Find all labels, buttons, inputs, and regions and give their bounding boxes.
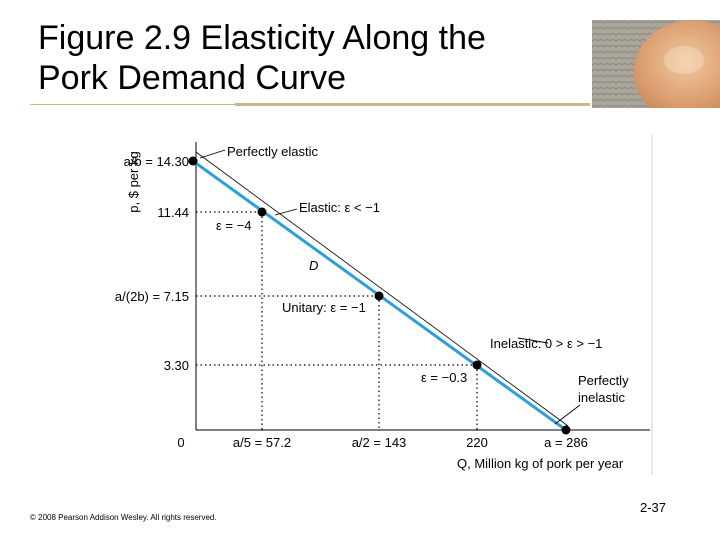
y-axis-label: p, $ per kg [126,151,141,212]
label-perfectly-inelastic-1: Perfectly [578,373,629,388]
label-perfectly-inelastic-2: inelastic [578,390,625,405]
x-tick-label: a/2 = 143 [352,435,407,450]
label-elastic: Elastic: ε < −1 [299,200,380,215]
title-line-2: Pork Demand Curve [38,59,347,97]
leader-perfectly-elastic [199,149,226,159]
x-axis-label: Q, Million kg of pork per year [457,456,624,471]
leader-elastic [274,208,298,216]
slide-number: 2-37 [640,500,667,515]
y-tick-label: 3.30 [164,358,189,373]
y-tick-label: a/b = 14.30 [124,154,189,169]
label-point-inelastic: ε = −0.3 [421,370,467,385]
point-elastic [257,207,267,217]
decorative-rock-image [592,20,720,108]
slide-title: Figure 2.9 Elasticity Along the Pork Dem… [38,18,578,98]
point-inelastic [472,360,482,370]
origin-label: 0 [177,435,184,450]
copyright-notice: © 2008 Pearson Addison Wesley. All right… [30,513,217,522]
point-unitary [374,291,384,301]
demand-curve-label: D [309,258,318,273]
x-tick-label: a = 286 [544,435,588,450]
title-line-1: Figure 2.9 Elasticity Along the [38,19,486,57]
leader-perfectly-inelastic [554,404,581,425]
label-point-elastic: ε = −4 [216,218,251,233]
label-perfectly-elastic: Perfectly elastic [227,144,319,159]
title-underline-thick [235,103,590,106]
x-tick-label: 220 [466,435,488,450]
y-tick-label: 11.44 [157,205,189,220]
demand-curve-outline [195,151,569,427]
label-inelastic: Inelastic: 0 > ε > −1 [490,336,602,351]
point-satiation [561,425,571,435]
y-tick-label: a/(2b) = 7.15 [115,289,189,304]
x-tick-label: a/5 = 57.2 [233,435,291,450]
point-choke-price [188,156,198,166]
label-unitary: Unitary: ε = −1 [282,300,366,315]
leader-lines [199,149,581,425]
leader-inelastic [517,337,549,344]
guide-lines [196,211,478,430]
elasticity-points [188,156,571,435]
title-underline-thin [30,104,235,105]
